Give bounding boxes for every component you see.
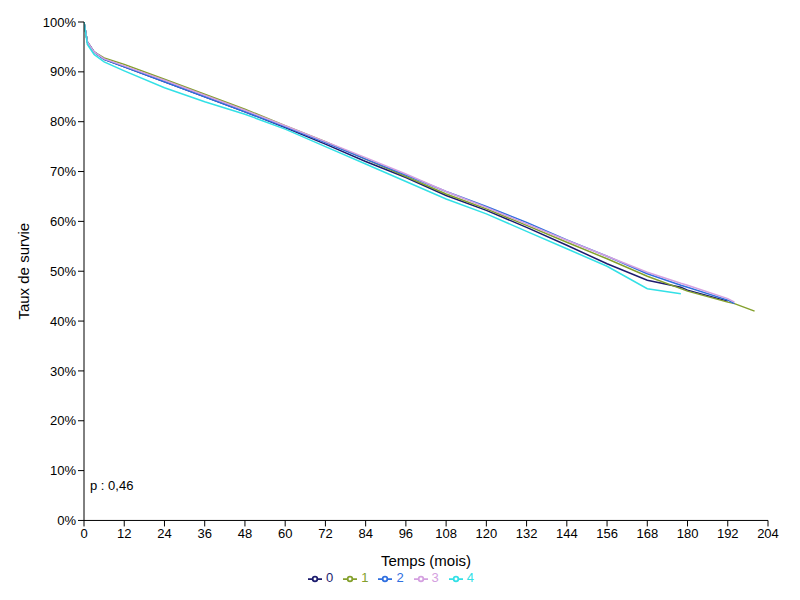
svg-text:40%: 40% [50, 314, 76, 329]
html-text:2: 2 [396, 570, 404, 586]
svg-text:12: 12 [117, 526, 131, 541]
svg-text:36: 36 [197, 526, 211, 541]
svg-text:144: 144 [556, 526, 578, 541]
svg-text:50%: 50% [50, 264, 76, 279]
svg-text:0: 0 [80, 526, 87, 541]
svg-text:156: 156 [596, 526, 618, 541]
svg-text:Temps (mois): Temps (mois) [381, 552, 471, 569]
svg-text:168: 168 [636, 526, 658, 541]
html-text:0: 0 [325, 570, 334, 586]
svg-text:120: 120 [476, 526, 498, 541]
html-text:1: 1 [361, 570, 369, 586]
svg-text:90%: 90% [50, 64, 76, 79]
svg-text:60%: 60% [50, 214, 76, 229]
svg-text:132: 132 [516, 526, 538, 541]
svg-text:24: 24 [157, 526, 171, 541]
svg-text:108: 108 [435, 526, 457, 541]
svg-text:72: 72 [318, 526, 332, 541]
svg-text:100%: 100% [43, 15, 77, 30]
svg-text:180: 180 [677, 526, 699, 541]
html-text:4: 4 [466, 570, 475, 586]
svg-text:84: 84 [358, 526, 372, 541]
html-text:p : 0,46: p : 0,46 [90, 478, 134, 493]
svg-text:60: 60 [278, 526, 292, 541]
svg-text:20%: 20% [50, 413, 76, 428]
svg-text:30%: 30% [50, 364, 76, 379]
svg-text:10%: 10% [50, 463, 76, 478]
html-text:3: 3 [431, 570, 439, 586]
svg-text:192: 192 [717, 526, 739, 541]
svg-text:204: 204 [757, 526, 779, 541]
svg-text:48: 48 [238, 526, 252, 541]
svg-text:70%: 70% [50, 164, 76, 179]
svg-text:80%: 80% [50, 114, 76, 129]
svg-text:0%: 0% [57, 513, 76, 528]
svg-text:96: 96 [399, 526, 413, 541]
svg-text:Taux de survie: Taux de survie [15, 223, 32, 320]
